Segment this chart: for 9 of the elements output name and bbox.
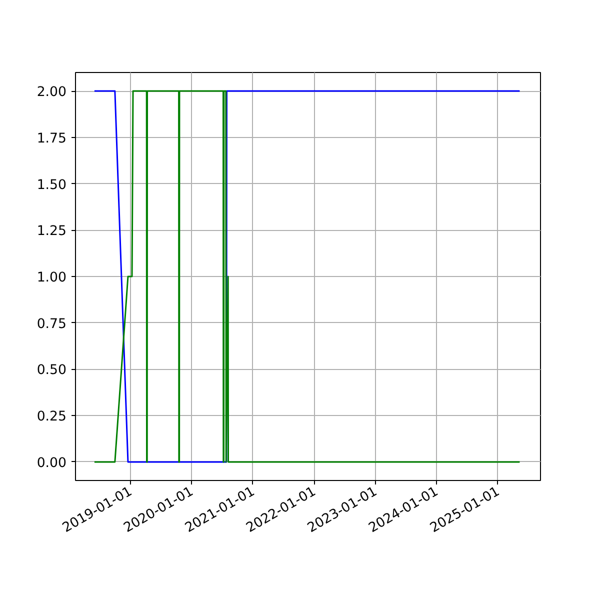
y-tick-label: 1.25 <box>36 224 67 240</box>
y-tick-label: 1.00 <box>36 270 67 286</box>
y-tick-label: 1.75 <box>36 131 67 146</box>
y-tick-label: 1.50 <box>36 178 67 193</box>
y-tick-label: 0.50 <box>36 363 67 378</box>
y-tick-label: 2.00 <box>36 85 67 100</box>
y-tick-label: 0.75 <box>36 316 67 332</box>
y-tick-label: 0.25 <box>36 410 67 425</box>
y-tick-label: 0.00 <box>36 456 67 471</box>
